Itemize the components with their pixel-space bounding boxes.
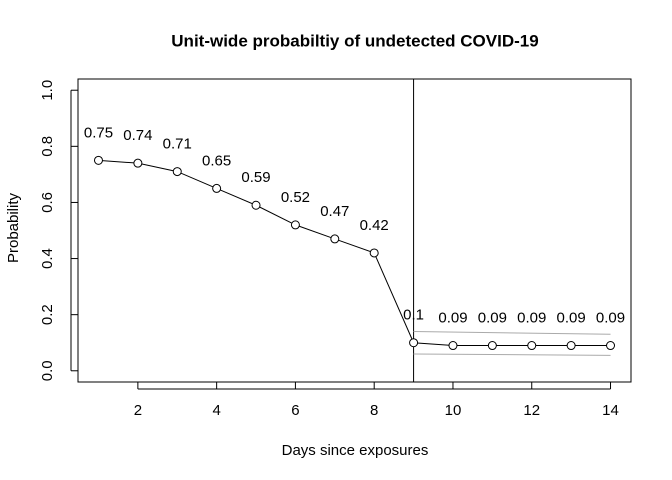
point bbox=[330, 234, 340, 244]
x-tick-label: 2 bbox=[134, 402, 142, 419]
point bbox=[172, 167, 182, 177]
point bbox=[133, 158, 143, 168]
data-label: 0.09 bbox=[517, 309, 546, 326]
plot-frame bbox=[77, 78, 632, 383]
data-label: 0.09 bbox=[557, 309, 586, 326]
point bbox=[93, 155, 103, 165]
point bbox=[606, 341, 616, 351]
x-tick-label: 6 bbox=[291, 402, 299, 419]
y-tick-label: 0.4 bbox=[39, 248, 56, 269]
data-label: 0.75 bbox=[84, 124, 113, 141]
data-label: 0.42 bbox=[360, 217, 389, 234]
bound-line bbox=[413, 353, 611, 356]
y-tick-label: 0.2 bbox=[39, 304, 56, 325]
point bbox=[448, 341, 458, 351]
point bbox=[566, 341, 576, 351]
data-label: 0.47 bbox=[320, 203, 349, 220]
x-tick-label: 10 bbox=[445, 402, 462, 419]
x-tick-label: 4 bbox=[212, 402, 220, 419]
x-tick-label: 8 bbox=[370, 402, 378, 419]
data-label: 0.74 bbox=[123, 127, 152, 144]
data-label: 0.09 bbox=[478, 309, 507, 326]
point bbox=[290, 220, 300, 230]
data-label: 0.59 bbox=[241, 169, 270, 186]
point bbox=[369, 248, 379, 258]
data-label: 0.1 bbox=[403, 307, 424, 324]
data-label: 0.09 bbox=[596, 309, 625, 326]
point bbox=[527, 341, 537, 351]
data-label: 0.52 bbox=[281, 189, 310, 206]
x-axis-label: Days since exposures bbox=[282, 442, 429, 459]
y-tick-label: 1.0 bbox=[39, 80, 56, 101]
y-tick-label: 0.8 bbox=[39, 136, 56, 157]
point bbox=[251, 200, 261, 210]
y-tick-label: 0.6 bbox=[39, 192, 56, 213]
x-tick-label: 12 bbox=[523, 402, 540, 419]
data-label: 0.09 bbox=[438, 309, 467, 326]
y-axis-label: Probability bbox=[5, 192, 22, 263]
data-label: 0.71 bbox=[163, 136, 192, 153]
bound-line bbox=[413, 331, 611, 335]
point bbox=[212, 183, 222, 193]
point bbox=[409, 338, 419, 348]
point bbox=[487, 341, 497, 351]
series-line bbox=[98, 159, 611, 347]
y-tick-label: 0.0 bbox=[39, 360, 56, 381]
x-tick-label: 14 bbox=[602, 402, 619, 419]
data-label: 0.65 bbox=[202, 152, 231, 169]
chart-title: Unit-wide probabiltiy of undetected COVI… bbox=[171, 31, 538, 50]
